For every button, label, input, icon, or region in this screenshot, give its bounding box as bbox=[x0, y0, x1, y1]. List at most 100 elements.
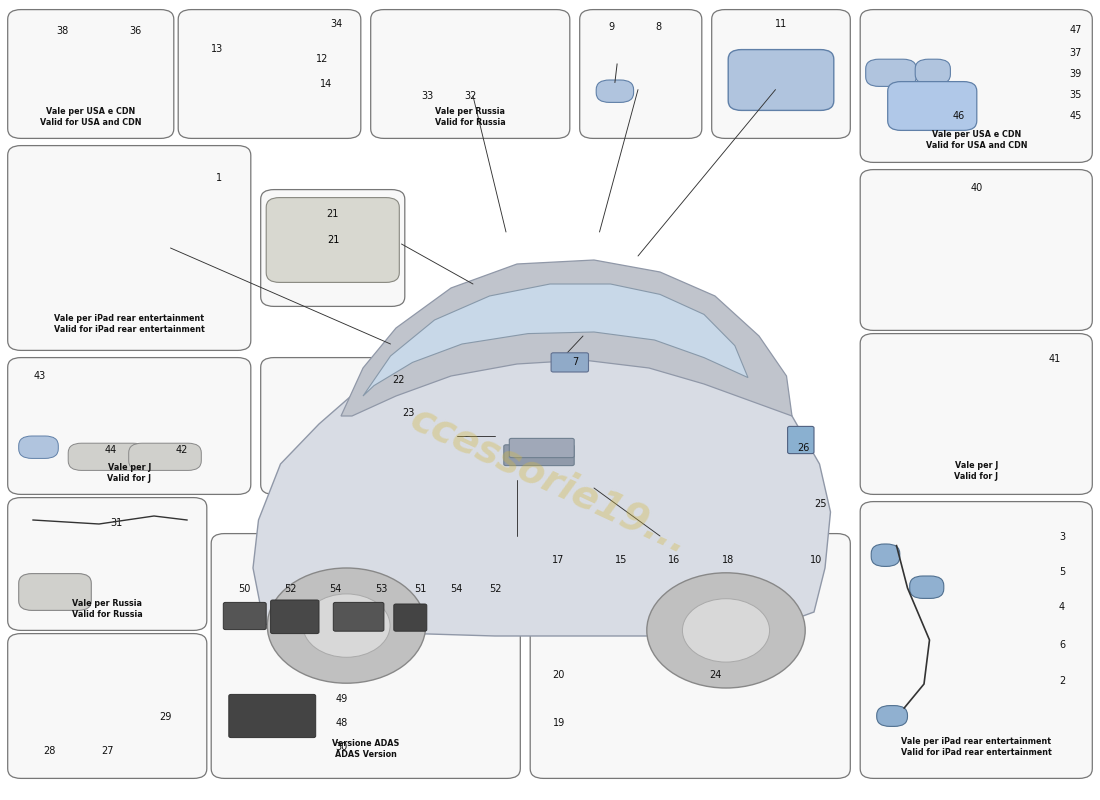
Text: Vale per USA e CDN
Valid for USA and CDN: Vale per USA e CDN Valid for USA and CDN bbox=[925, 130, 1027, 150]
FancyBboxPatch shape bbox=[596, 80, 634, 102]
Text: 50: 50 bbox=[239, 584, 251, 594]
Text: 24: 24 bbox=[710, 670, 722, 680]
FancyBboxPatch shape bbox=[266, 198, 399, 282]
Text: 7: 7 bbox=[572, 357, 579, 366]
Text: 23: 23 bbox=[403, 408, 415, 418]
FancyBboxPatch shape bbox=[68, 443, 146, 470]
FancyBboxPatch shape bbox=[712, 10, 850, 138]
Text: 37: 37 bbox=[1069, 49, 1081, 58]
FancyBboxPatch shape bbox=[371, 10, 570, 138]
Text: 40: 40 bbox=[970, 182, 982, 193]
Text: 18: 18 bbox=[722, 555, 734, 565]
FancyBboxPatch shape bbox=[888, 82, 977, 130]
Text: Vale per iPad rear entertainment
Valid for iPad rear entertainment: Vale per iPad rear entertainment Valid f… bbox=[54, 314, 205, 334]
Text: 2: 2 bbox=[1059, 676, 1065, 686]
FancyBboxPatch shape bbox=[8, 498, 207, 630]
Text: 5: 5 bbox=[1059, 567, 1065, 577]
Text: 47: 47 bbox=[1069, 25, 1081, 34]
FancyBboxPatch shape bbox=[19, 574, 91, 610]
Text: 46: 46 bbox=[953, 110, 965, 121]
Text: 48: 48 bbox=[336, 718, 348, 728]
Text: 32: 32 bbox=[464, 91, 476, 102]
Text: 29: 29 bbox=[158, 712, 172, 722]
Text: Vale per J
Valid for J: Vale per J Valid for J bbox=[954, 461, 999, 481]
Text: 42: 42 bbox=[175, 445, 187, 454]
Text: 11: 11 bbox=[774, 19, 788, 30]
FancyBboxPatch shape bbox=[915, 59, 950, 84]
Text: 22: 22 bbox=[393, 374, 405, 385]
FancyBboxPatch shape bbox=[860, 10, 1092, 162]
Text: 41: 41 bbox=[1049, 354, 1061, 364]
Text: 51: 51 bbox=[414, 584, 427, 594]
Polygon shape bbox=[341, 260, 792, 416]
FancyBboxPatch shape bbox=[860, 334, 1092, 494]
Text: 52: 52 bbox=[490, 584, 502, 594]
Text: 19: 19 bbox=[552, 718, 564, 728]
Text: ccessorie19...: ccessorie19... bbox=[405, 399, 695, 561]
Text: 27: 27 bbox=[101, 746, 113, 756]
FancyBboxPatch shape bbox=[129, 443, 201, 470]
Text: 54: 54 bbox=[450, 584, 463, 594]
Text: 49: 49 bbox=[336, 694, 348, 704]
Text: 44: 44 bbox=[104, 445, 117, 454]
Text: 4: 4 bbox=[1059, 602, 1065, 612]
Text: 1: 1 bbox=[216, 173, 222, 183]
Text: 35: 35 bbox=[1069, 90, 1081, 100]
Polygon shape bbox=[253, 304, 830, 636]
FancyBboxPatch shape bbox=[8, 146, 251, 350]
FancyBboxPatch shape bbox=[223, 602, 266, 630]
Polygon shape bbox=[363, 284, 748, 396]
FancyBboxPatch shape bbox=[530, 534, 850, 778]
Text: 20: 20 bbox=[552, 670, 564, 680]
Text: 30: 30 bbox=[336, 742, 348, 752]
Text: 36: 36 bbox=[130, 26, 142, 35]
Text: 45: 45 bbox=[1069, 110, 1081, 121]
Text: 38: 38 bbox=[56, 26, 68, 35]
Circle shape bbox=[267, 568, 426, 683]
FancyBboxPatch shape bbox=[8, 10, 174, 138]
Text: 10: 10 bbox=[810, 555, 822, 565]
FancyBboxPatch shape bbox=[333, 602, 384, 631]
Text: 33: 33 bbox=[421, 91, 434, 102]
Text: Vale per Russia
Valid for Russia: Vale per Russia Valid for Russia bbox=[434, 107, 506, 127]
FancyBboxPatch shape bbox=[509, 438, 574, 458]
Text: Versione ADAS
ADAS Version: Versione ADAS ADAS Version bbox=[332, 739, 399, 759]
FancyBboxPatch shape bbox=[229, 694, 316, 738]
Text: 13: 13 bbox=[210, 44, 223, 54]
Text: 3: 3 bbox=[1059, 532, 1065, 542]
Text: Vale per USA e CDN
Valid for USA and CDN: Vale per USA e CDN Valid for USA and CDN bbox=[40, 107, 142, 127]
Text: Vale per J
Valid for J: Vale per J Valid for J bbox=[107, 462, 152, 482]
Text: 12: 12 bbox=[316, 54, 329, 64]
Text: 28: 28 bbox=[43, 746, 56, 756]
FancyBboxPatch shape bbox=[860, 502, 1092, 778]
FancyBboxPatch shape bbox=[504, 445, 574, 466]
Circle shape bbox=[682, 598, 770, 662]
Text: 15: 15 bbox=[615, 555, 627, 565]
FancyBboxPatch shape bbox=[261, 190, 405, 306]
Text: 21: 21 bbox=[327, 235, 340, 245]
Text: 21: 21 bbox=[327, 210, 339, 219]
FancyBboxPatch shape bbox=[866, 59, 916, 86]
Text: Vale per Russia
Valid for Russia: Vale per Russia Valid for Russia bbox=[72, 599, 143, 619]
FancyBboxPatch shape bbox=[788, 426, 814, 454]
FancyBboxPatch shape bbox=[728, 50, 834, 110]
Text: 34: 34 bbox=[330, 19, 342, 30]
FancyBboxPatch shape bbox=[860, 170, 1092, 330]
Text: 39: 39 bbox=[1069, 69, 1081, 79]
Text: 31: 31 bbox=[111, 518, 123, 528]
Text: 26: 26 bbox=[798, 443, 810, 453]
Text: Vale per iPad rear entertainment
Valid for iPad rear entertainment: Vale per iPad rear entertainment Valid f… bbox=[901, 737, 1052, 757]
FancyBboxPatch shape bbox=[877, 706, 908, 726]
FancyBboxPatch shape bbox=[8, 358, 251, 494]
Text: 53: 53 bbox=[375, 584, 387, 594]
Text: 9: 9 bbox=[608, 22, 615, 32]
Text: 52: 52 bbox=[284, 584, 296, 594]
FancyBboxPatch shape bbox=[580, 10, 702, 138]
Text: 6: 6 bbox=[1059, 641, 1065, 650]
FancyBboxPatch shape bbox=[871, 544, 900, 566]
Circle shape bbox=[302, 594, 390, 658]
Circle shape bbox=[647, 573, 805, 688]
Text: 8: 8 bbox=[654, 22, 661, 32]
FancyBboxPatch shape bbox=[19, 436, 58, 458]
Text: 54: 54 bbox=[329, 584, 342, 594]
